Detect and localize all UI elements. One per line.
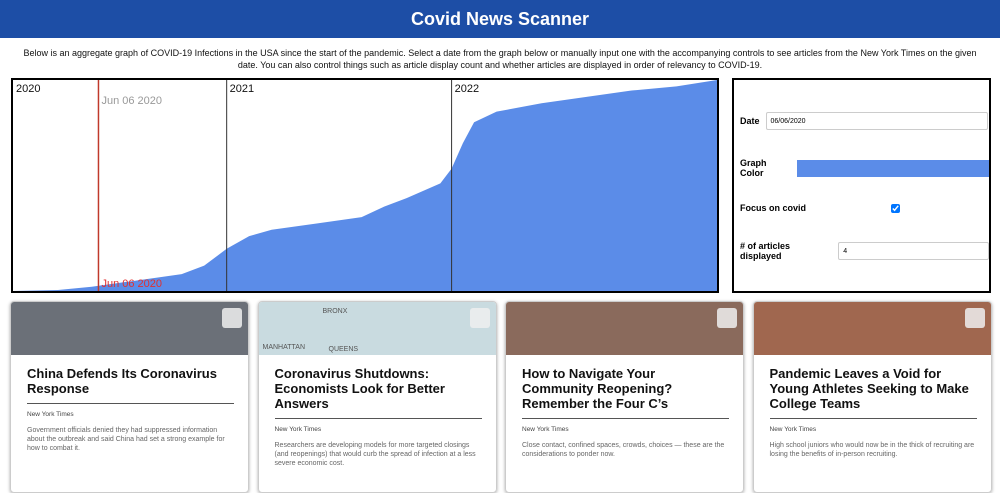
color-swatch[interactable]: [796, 159, 989, 177]
article-card[interactable]: Pandemic Leaves a Void for Young Athlete…: [752, 301, 992, 493]
header-title: Covid News Scanner: [0, 0, 1000, 38]
article-title: China Defends Its Coronavirus Response: [27, 366, 234, 404]
focus-checkbox[interactable]: [891, 203, 900, 213]
controls: Date 06/06/2020 Graph Color Focus on covi…: [732, 78, 991, 293]
article-card[interactable]: China Defends Its Coronavirus Response Ne…: [10, 301, 249, 493]
date-label: Date: [740, 116, 760, 126]
article-snippet: High school juniors who would now be in …: [769, 442, 975, 458]
article-snippet: Close contact, confined spaces, crowds, …: [522, 442, 725, 458]
year-label: 2022: [455, 83, 479, 95]
focus-label: Focus on covid: [740, 203, 807, 213]
article-title: Pandemic Leaves a Void for Young Athlete…: [769, 366, 977, 419]
external-link-icon[interactable]: [469, 308, 490, 328]
chart[interactable]: 2020 2021 2022 Jun 06 2020 Jun 06 2020: [13, 80, 717, 291]
year-label: 2021: [230, 83, 254, 95]
chart-box[interactable]: 2020 2021 2022 Jun 06 2020 Jun 06 2020: [11, 78, 719, 293]
article-title: Coronavirus Shutdowns: Economists Look f…: [274, 366, 482, 419]
article-image: BRONX MANHATTAN QUEENS: [258, 302, 496, 355]
count-input[interactable]: 4: [838, 242, 989, 260]
map-label: QUEENS: [328, 346, 359, 353]
article-snippet: Government officials denied they had sup…: [27, 427, 225, 452]
map-label: MANHATTAN: [262, 344, 306, 351]
count-label: # of articles displayed: [740, 241, 791, 261]
article-source: New York Times: [769, 426, 817, 433]
article-source: New York Times: [274, 426, 322, 433]
article-image: [506, 302, 743, 355]
external-link-icon[interactable]: [222, 308, 242, 328]
date-input[interactable]: 06/06/2020: [765, 112, 988, 130]
external-link-icon[interactable]: [717, 308, 737, 328]
article-title: How to Navigate Your Community Reopening…: [522, 366, 729, 419]
external-link-icon[interactable]: [964, 308, 985, 328]
article-snippet: Researchers are developing models for mo…: [274, 442, 476, 467]
area: [13, 80, 717, 291]
article-image: [11, 302, 248, 355]
year-label: 2020: [16, 83, 40, 95]
article-source: New York Times: [522, 426, 569, 433]
article-source: New York Times: [27, 411, 74, 418]
map-label: BRONX: [322, 308, 348, 315]
article-card[interactable]: BRONX MANHATTAN QUEENS Coronavirus Shutdown…: [257, 301, 497, 493]
selected-label: Jun 06 2020: [101, 95, 162, 107]
selected-label-bottom: Jun 06 2020: [101, 278, 162, 290]
color-label: Graph Color: [740, 158, 767, 178]
intro-text: Below is an aggregate graph of COVID-19 …: [23, 48, 977, 70]
article-card[interactable]: How to Navigate Your Community Reopening…: [505, 301, 744, 493]
article-image: [753, 302, 991, 355]
